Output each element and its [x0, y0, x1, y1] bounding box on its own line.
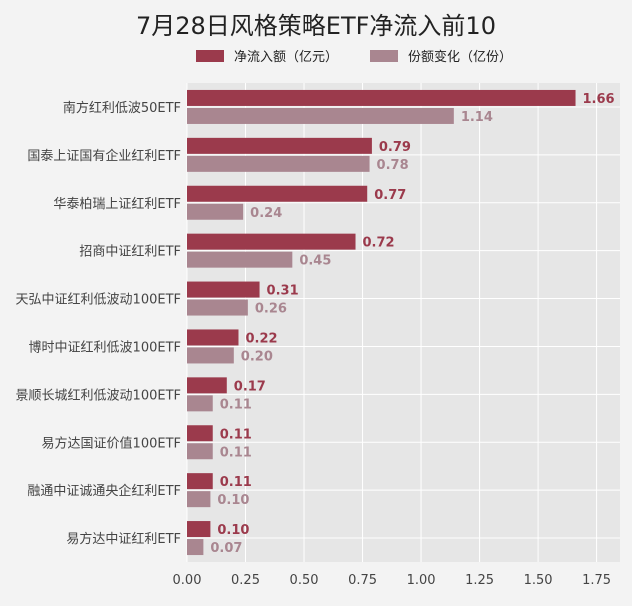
legend-label-share-change: 份额变化（亿份） — [408, 50, 513, 65]
data-label-share-change: 1.14 — [461, 110, 493, 125]
data-label-net-inflow: 0.10 — [217, 523, 249, 538]
category-label: 景顺长城红利低波动100ETF — [16, 387, 181, 403]
bar-share-change — [187, 443, 213, 460]
category-label: 招商中证红利ETF — [79, 244, 181, 260]
bar-share-change — [187, 491, 211, 508]
chart-title: 7月28日风格策略ETF净流入前10 — [136, 12, 496, 40]
x-tick-label: 0.50 — [290, 573, 319, 588]
data-label-net-inflow: 0.17 — [234, 379, 266, 394]
x-tick-label: 1.25 — [465, 573, 494, 588]
x-tick-label: 0.00 — [173, 573, 202, 588]
bar-net-inflow — [187, 377, 227, 394]
bar-share-change — [187, 395, 213, 412]
bar-net-inflow — [187, 329, 239, 346]
bar-net-inflow — [187, 185, 368, 202]
x-tick-label: 0.25 — [231, 573, 260, 588]
bar-net-inflow — [187, 425, 213, 442]
bar-net-inflow — [187, 137, 372, 154]
data-label-net-inflow: 0.31 — [267, 284, 299, 299]
bar-share-change — [187, 299, 248, 316]
legend: 净流入额（亿元） 份额变化（亿份） — [196, 46, 512, 65]
bar-share-change — [187, 347, 234, 364]
data-label-share-change: 0.11 — [220, 445, 252, 460]
legend-item-net-inflow: 净流入额（亿元） — [196, 46, 338, 65]
x-tick-label: 1.50 — [524, 573, 553, 588]
legend-swatch-share-change — [370, 49, 399, 62]
category-label: 博时中证红利低波100ETF — [29, 339, 181, 355]
bar-net-inflow — [187, 89, 576, 106]
data-label-share-change: 0.11 — [220, 397, 252, 412]
data-label-net-inflow: 0.79 — [379, 140, 411, 155]
data-label-share-change: 0.10 — [217, 493, 249, 508]
data-label-share-change: 0.45 — [299, 254, 331, 269]
data-label-net-inflow: 0.77 — [374, 188, 406, 203]
data-label-net-inflow: 0.11 — [220, 427, 252, 442]
legend-item-share-change: 份额变化（亿份） — [370, 46, 512, 65]
category-label: 易方达中证红利ETF — [66, 531, 181, 547]
bar-share-change — [187, 155, 370, 172]
bar-net-inflow — [187, 521, 211, 538]
category-label: 南方红利低波50ETF — [63, 100, 181, 116]
bar-net-inflow — [187, 473, 213, 490]
x-tick-label: 1.00 — [407, 573, 436, 588]
x-tick-label: 1.75 — [582, 573, 611, 588]
bar-share-change — [187, 107, 454, 124]
x-tick-label: 0.75 — [348, 573, 377, 588]
data-label-net-inflow: 0.11 — [220, 475, 252, 490]
legend-swatch-net-inflow — [196, 49, 224, 62]
category-label: 易方达国证价值100ETF — [42, 435, 181, 451]
category-label: 国泰上证国有企业红利ETF — [27, 148, 181, 164]
data-label-share-change: 0.20 — [241, 349, 273, 364]
bar-share-change — [187, 539, 204, 556]
data-label-net-inflow: 1.66 — [583, 92, 615, 107]
data-label-share-change: 0.78 — [377, 158, 409, 173]
data-label-share-change: 0.07 — [210, 541, 242, 556]
bar-net-inflow — [187, 281, 260, 298]
category-label: 融通中证诚通央企红利ETF — [27, 483, 181, 499]
category-label: 华泰柏瑞上证红利ETF — [53, 196, 181, 212]
data-label-share-change: 0.24 — [250, 206, 282, 221]
bar-share-change — [187, 251, 293, 268]
data-label-net-inflow: 0.72 — [363, 236, 395, 251]
data-label-net-inflow: 0.22 — [245, 331, 277, 346]
legend-label-net-inflow: 净流入额（亿元） — [234, 50, 339, 65]
bar-share-change — [187, 203, 244, 220]
data-label-share-change: 0.26 — [255, 302, 287, 317]
bar-net-inflow — [187, 233, 356, 250]
category-label: 天弘中证红利低波动100ETF — [16, 292, 181, 308]
